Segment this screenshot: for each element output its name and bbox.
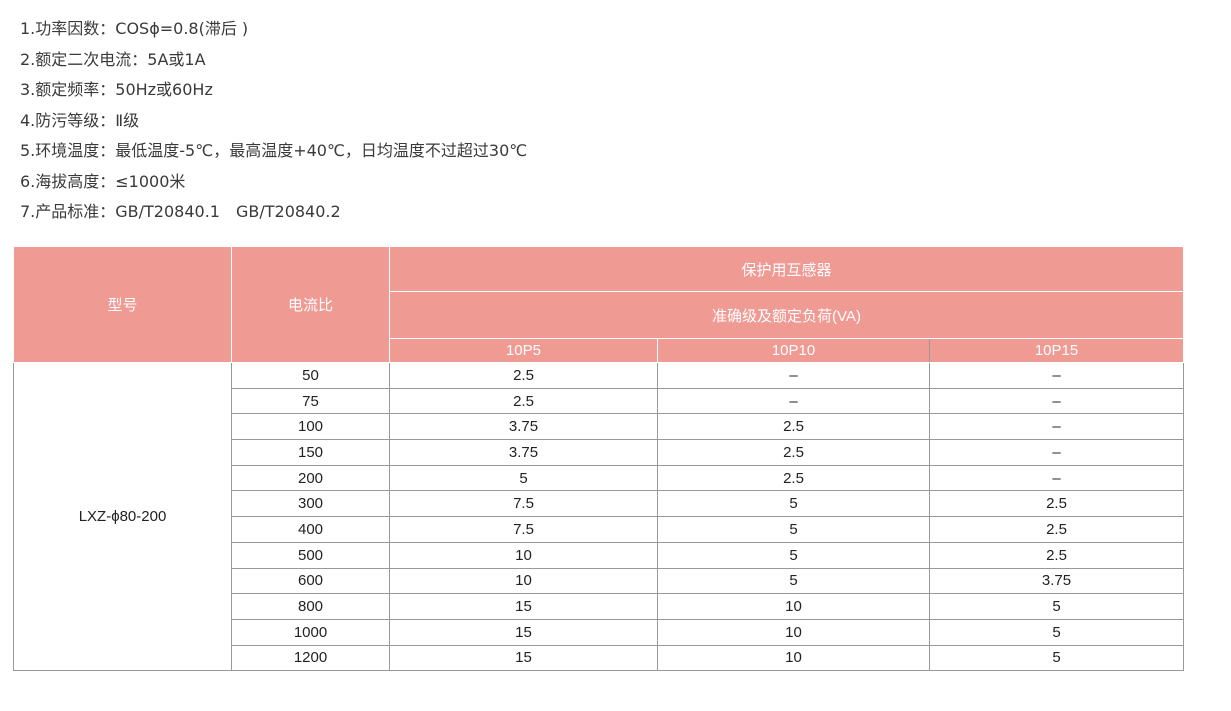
load-cell: 3.75 xyxy=(389,439,658,466)
table-row: 100 3.75 2.5– xyxy=(14,413,1184,441)
load-cell: 5 xyxy=(657,516,930,543)
ratio-cell: 100 xyxy=(231,413,390,441)
spec-item: 3.额定频率：50Hz或60Hz xyxy=(20,80,213,99)
load-cell: 10 xyxy=(657,618,930,646)
table-row: 1200 15 10 5 xyxy=(14,644,1184,672)
load-cell: 7.5 xyxy=(389,516,658,543)
load-cell: 15 xyxy=(389,644,658,672)
table-row: 600 10 5 3.75 xyxy=(14,567,1184,595)
load-cell: – xyxy=(929,387,1184,415)
load-cell: 2.5 xyxy=(657,413,930,441)
load-cell: 10 xyxy=(657,593,930,620)
load-cell: 2.5 xyxy=(389,387,658,415)
header-subgroup: 准确级及额定负荷(VA) xyxy=(389,291,1184,339)
ratio-cell: 1000 xyxy=(231,618,390,646)
spec-item: 7.产品标准：GB/T20840.1 GB/T20840.2 xyxy=(20,202,341,221)
spec-item: 6.海拔高度：≤1000米 xyxy=(20,171,186,191)
load-cell: 3.75 xyxy=(929,567,1184,595)
ratio-cell: 400 xyxy=(231,516,390,543)
ratio-cell: 150 xyxy=(231,439,390,466)
load-cell: 5 xyxy=(657,541,930,569)
header-class: 10P10 xyxy=(657,338,930,363)
load-cell: 5 xyxy=(929,593,1184,620)
load-cell: 3.75 xyxy=(389,413,658,441)
ratio-cell: 500 xyxy=(231,541,390,569)
load-cell: – xyxy=(929,464,1184,492)
header-model: 型号 xyxy=(13,246,232,363)
spec-table: 型号 电流比 保护用互感器 准确级及额定负荷(VA) 10P5 10P10 10… xyxy=(13,246,1184,672)
load-cell: 5 xyxy=(929,644,1184,672)
header-group: 保护用互感器 xyxy=(389,246,1184,292)
spec-item: 2.额定二次电流：5A或1A xyxy=(20,49,206,69)
load-cell: 5 xyxy=(657,490,930,518)
load-cell: 10 xyxy=(389,567,658,595)
load-cell: 2.5 xyxy=(929,490,1184,518)
load-cell: 2.5 xyxy=(657,464,930,492)
model-cell: LXZ-ϕ80-200 xyxy=(13,361,232,672)
load-cell: 15 xyxy=(389,593,658,620)
table-row: 500 10 5 2.5 xyxy=(14,541,1184,569)
ratio-cell: 800 xyxy=(231,593,390,620)
load-cell: 15 xyxy=(389,618,658,646)
header-ratio: 电流比 xyxy=(231,246,390,363)
spec-list: 1.功率因数：COSϕ=0.8(滞后 ) 2.额定二次电流：5A或1A 3.额定频率… xyxy=(20,14,527,228)
load-cell: – xyxy=(657,362,930,389)
load-cell: – xyxy=(657,387,930,415)
table-row: 1000 15 10 5 xyxy=(14,618,1184,646)
load-cell: 7.5 xyxy=(389,490,658,518)
ratio-cell: 75 xyxy=(231,387,390,415)
ratio-cell: 200 xyxy=(231,464,390,492)
load-cell: 2.5 xyxy=(929,541,1184,569)
load-cell: 5 xyxy=(389,464,658,492)
header-class: 10P5 xyxy=(389,338,658,363)
load-cell: 5 xyxy=(657,567,930,595)
load-cell: – xyxy=(929,413,1184,441)
header-class: 10P15 xyxy=(929,338,1184,363)
ratio-cell: 1200 xyxy=(231,644,390,672)
load-cell: 2.5 xyxy=(929,516,1184,543)
load-cell: 10 xyxy=(657,644,930,672)
ratio-cell: 50 xyxy=(231,362,390,389)
load-cell: 10 xyxy=(389,541,658,569)
load-cell: 2.5 xyxy=(657,439,930,466)
load-cell: – xyxy=(929,362,1184,389)
spec-item: 4.防污等级：Ⅱ级 xyxy=(20,110,140,130)
ratio-cell: 600 xyxy=(231,567,390,595)
spec-item: 1.功率因数：COSϕ=0.8(滞后 ) xyxy=(20,19,249,38)
load-cell: – xyxy=(929,439,1184,466)
spec-item: 5.环境温度：最低温度-5℃，最高温度+40℃，日均温度不过超过30℃ xyxy=(20,141,528,160)
load-cell: 2.5 xyxy=(389,362,658,389)
ratio-cell: 300 xyxy=(231,490,390,518)
load-cell: 5 xyxy=(929,618,1184,646)
table-row: LXZ-ϕ80-200 50 2.5– – xyxy=(13,361,1184,672)
